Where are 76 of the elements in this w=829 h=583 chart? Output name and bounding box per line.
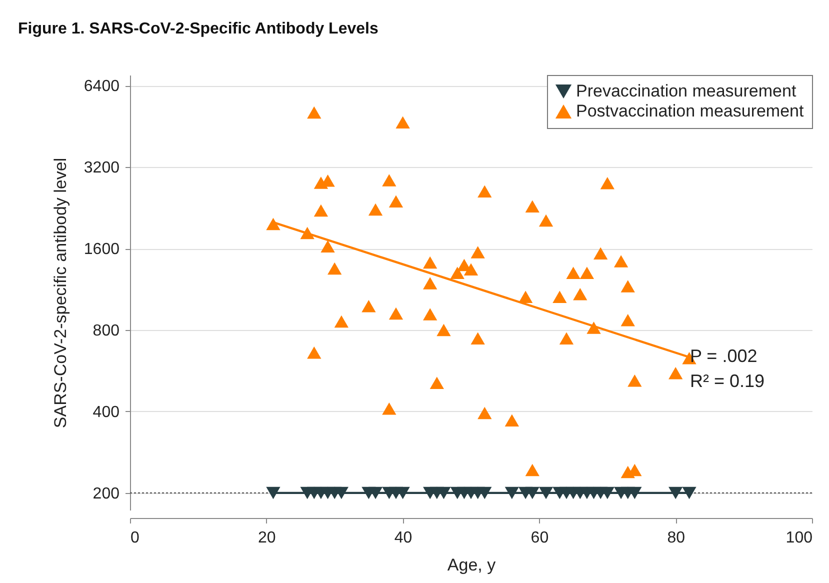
point <box>668 486 683 500</box>
point <box>300 226 314 240</box>
point <box>525 200 540 212</box>
point <box>600 177 614 190</box>
point <box>566 266 580 280</box>
point <box>518 290 533 304</box>
point <box>307 346 322 359</box>
annotation: R² = 0.19 <box>690 371 765 391</box>
point <box>307 106 322 119</box>
point <box>423 308 438 320</box>
point <box>382 402 396 415</box>
point <box>314 204 328 217</box>
point <box>328 262 342 275</box>
point <box>620 280 635 292</box>
point <box>504 486 519 500</box>
point <box>334 315 348 328</box>
y-tick-label: 6400 <box>84 78 120 96</box>
x-tick-label: 0 <box>130 530 140 546</box>
point <box>388 195 404 208</box>
x-tick-label: 100 <box>786 530 813 546</box>
annotation: P = .002 <box>690 346 758 366</box>
point <box>586 322 601 334</box>
point <box>478 486 492 500</box>
point <box>628 486 642 500</box>
point <box>450 266 464 280</box>
point <box>430 376 444 390</box>
point <box>559 332 574 344</box>
point <box>525 464 540 476</box>
point <box>682 486 696 500</box>
point <box>423 256 438 269</box>
point <box>478 406 492 420</box>
chart-title: Figure 1. SARS-CoV-2-Specific Antibody Levels <box>18 20 378 38</box>
x-tick-label: 20 <box>258 530 276 546</box>
x-axis-title: Age, y <box>447 556 496 574</box>
point <box>538 486 554 500</box>
point <box>464 263 478 276</box>
point <box>266 486 280 500</box>
point <box>614 255 628 268</box>
point <box>668 367 683 380</box>
y-tick-label: 800 <box>92 322 120 340</box>
x-tick-label: 80 <box>667 530 686 546</box>
x-tick-label: 40 <box>394 530 412 546</box>
y-tick-label: 200 <box>92 485 120 502</box>
point <box>470 246 485 258</box>
point <box>362 300 376 312</box>
y-tick-label: 400 <box>92 404 120 421</box>
point <box>368 203 383 216</box>
point <box>320 240 335 252</box>
y-tick-label: 3200 <box>84 160 120 177</box>
point <box>334 486 348 500</box>
point <box>436 324 451 336</box>
point <box>600 486 614 500</box>
point <box>388 307 404 320</box>
point <box>628 374 642 387</box>
point <box>396 486 410 500</box>
legend-label: Prevaccination measurement <box>576 82 796 100</box>
point <box>620 314 635 326</box>
point <box>478 185 492 198</box>
y-axis-title: SARS-CoV-2-specific antibody level <box>50 158 70 428</box>
point <box>504 414 519 426</box>
point <box>423 277 438 290</box>
point <box>552 290 567 304</box>
point <box>538 214 554 227</box>
point <box>573 288 588 300</box>
point <box>580 266 594 280</box>
point <box>368 486 383 500</box>
point <box>396 116 410 128</box>
point <box>525 486 540 500</box>
point <box>382 174 396 186</box>
point <box>436 486 451 500</box>
legend-label: Postvaccination measurement <box>576 102 804 120</box>
point <box>266 218 280 230</box>
x-tick-label: 60 <box>530 530 549 546</box>
point <box>594 247 608 260</box>
point <box>470 332 485 344</box>
y-tick-label: 1600 <box>84 241 120 258</box>
